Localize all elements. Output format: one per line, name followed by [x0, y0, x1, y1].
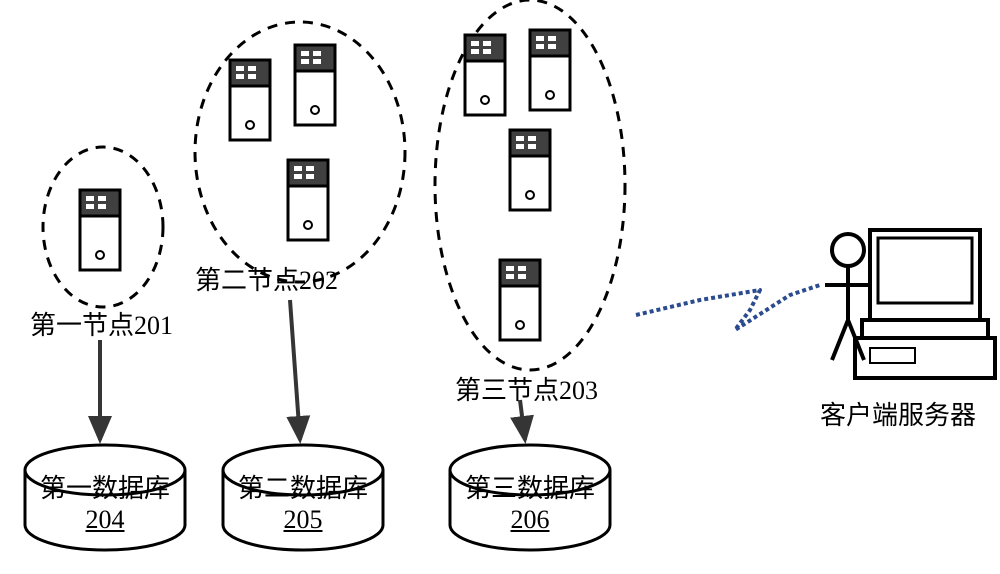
server-icon	[530, 30, 570, 110]
server-icon	[230, 60, 270, 140]
db3-num: 206	[460, 504, 600, 535]
db1-num: 204	[35, 504, 175, 535]
node3-label: 第三节点203	[455, 370, 598, 407]
client-label: 客户端服务器	[820, 395, 976, 432]
db3-name: 第三数据库	[465, 474, 595, 503]
arrow-node2-db2	[290, 300, 300, 440]
node1-ellipse	[43, 147, 163, 307]
db3-label: 第三数据库 206	[460, 473, 600, 535]
wireless-link-icon	[636, 285, 820, 330]
db2-num: 205	[233, 504, 373, 535]
db2-name: 第二数据库	[238, 474, 368, 503]
server-icon	[510, 130, 550, 210]
client-icon	[825, 230, 995, 378]
server-icon	[500, 260, 540, 340]
db1-label: 第一数据库 204	[35, 473, 175, 535]
diagram-root: { "type": "network", "background_color":…	[0, 0, 1000, 574]
db1-name: 第一数据库	[40, 474, 170, 503]
node2-label: 第二节点202	[195, 260, 338, 297]
server-icon	[80, 190, 120, 270]
server-icon	[295, 45, 335, 125]
db2-label: 第二数据库 205	[233, 473, 373, 535]
server-icon	[288, 160, 328, 240]
node2-ellipse	[195, 22, 405, 282]
node1-label: 第一节点201	[30, 305, 173, 342]
node3-ellipse	[435, 0, 625, 370]
server-icon	[465, 35, 505, 115]
